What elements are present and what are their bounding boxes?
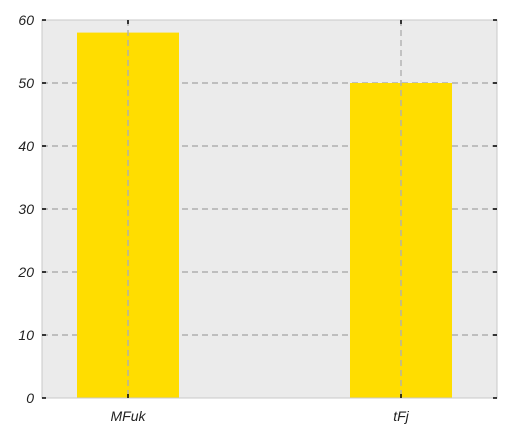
axis-ticks: 0 10 20 30 40 50 60 MFuk tFj — [17, 12, 497, 424]
y-tick-label: 60 — [18, 12, 34, 28]
y-tick-label: 50 — [18, 75, 34, 91]
x-tick-label: tFj — [393, 408, 409, 424]
y-tick-label: 20 — [17, 264, 34, 280]
y-tick-label: 0 — [26, 390, 34, 406]
y-tick-label: 40 — [18, 138, 34, 154]
x-grid-lines — [127, 20, 402, 398]
y-tick-label: 10 — [18, 327, 34, 343]
y-tick-label: 30 — [18, 201, 34, 217]
x-tick-label: MFuk — [111, 408, 147, 424]
